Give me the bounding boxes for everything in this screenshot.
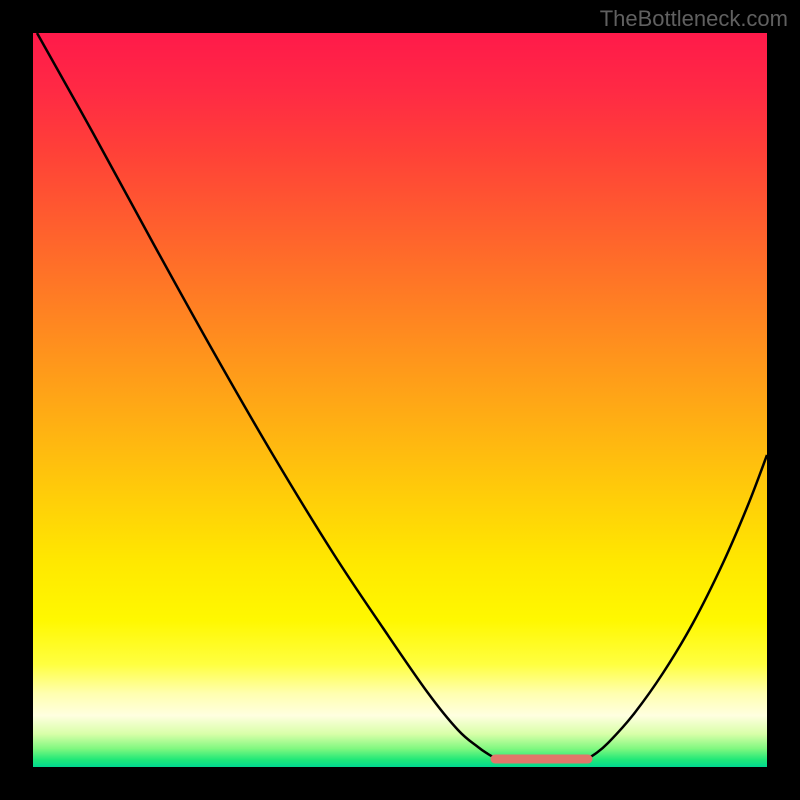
watermark-text: TheBottleneck.com <box>600 6 788 32</box>
chart-container: TheBottleneck.com <box>0 0 800 800</box>
bottleneck-curve <box>33 33 767 767</box>
curve-right-branch <box>588 455 767 758</box>
plot-area <box>33 33 767 767</box>
curve-left-branch <box>37 33 495 758</box>
